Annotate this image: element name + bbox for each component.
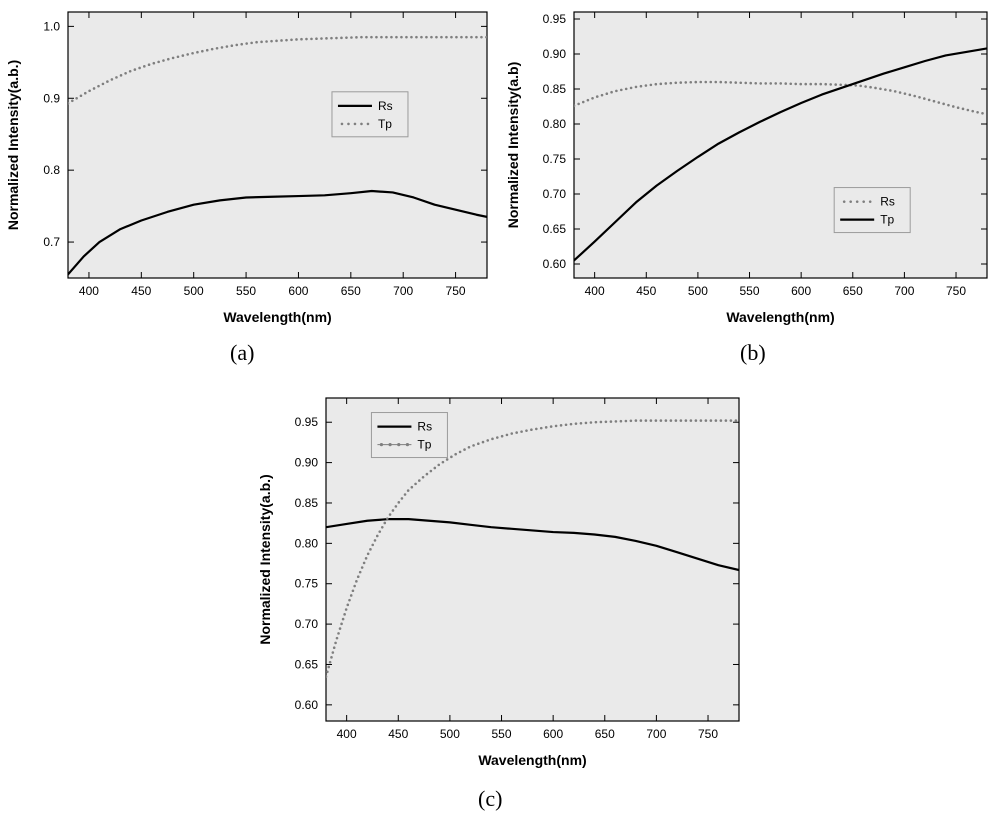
svg-text:0.85: 0.85 bbox=[295, 496, 319, 510]
svg-text:400: 400 bbox=[585, 284, 605, 298]
svg-text:600: 600 bbox=[288, 284, 308, 298]
svg-text:0.90: 0.90 bbox=[295, 456, 319, 470]
svg-text:0.8: 0.8 bbox=[43, 163, 60, 177]
svg-text:0.95: 0.95 bbox=[543, 12, 567, 26]
svg-text:0.75: 0.75 bbox=[543, 152, 567, 166]
svg-text:750: 750 bbox=[946, 284, 966, 298]
svg-text:550: 550 bbox=[492, 727, 512, 741]
svg-text:500: 500 bbox=[440, 727, 460, 741]
svg-text:600: 600 bbox=[543, 727, 563, 741]
panel-c: 400 450 500 550 600 650 700 750 0.60 0.65 0.70 0.75… bbox=[252, 386, 751, 779]
svg-text:400: 400 bbox=[337, 727, 357, 741]
svg-text:Normalized Intensity(a.b.): Normalized Intensity(a.b.) bbox=[257, 474, 273, 644]
svg-text:750: 750 bbox=[446, 284, 466, 298]
svg-text:450: 450 bbox=[636, 284, 656, 298]
svg-text:0.9: 0.9 bbox=[43, 91, 60, 105]
svg-text:700: 700 bbox=[393, 284, 413, 298]
svg-text:450: 450 bbox=[131, 284, 151, 298]
svg-text:550: 550 bbox=[740, 284, 760, 298]
svg-text:650: 650 bbox=[341, 284, 361, 298]
svg-text:Rs: Rs bbox=[880, 195, 895, 209]
svg-text:1.0: 1.0 bbox=[43, 19, 60, 33]
svg-text:0.65: 0.65 bbox=[295, 657, 319, 671]
svg-text:650: 650 bbox=[843, 284, 863, 298]
svg-text:Rs: Rs bbox=[378, 99, 393, 113]
svg-text:0.75: 0.75 bbox=[295, 577, 319, 591]
svg-text:Tp: Tp bbox=[417, 438, 431, 452]
svg-text:700: 700 bbox=[646, 727, 666, 741]
svg-text:Normalized Intensity(a.b): Normalized Intensity(a.b) bbox=[505, 62, 521, 228]
svg-text:450: 450 bbox=[388, 727, 408, 741]
subplot-label-b: (b) bbox=[740, 340, 766, 366]
svg-text:0.80: 0.80 bbox=[543, 117, 567, 131]
svg-text:650: 650 bbox=[595, 727, 615, 741]
svg-text:500: 500 bbox=[688, 284, 708, 298]
svg-text:700: 700 bbox=[894, 284, 914, 298]
svg-text:Wavelength(nm): Wavelength(nm) bbox=[223, 309, 331, 325]
svg-text:0.90: 0.90 bbox=[543, 47, 567, 61]
svg-text:0.7: 0.7 bbox=[43, 235, 60, 249]
panel-b: 400 450 500 550 600 650 700 750 0.60 0.65 0.70 0.75… bbox=[500, 0, 999, 336]
svg-text:Wavelength(nm): Wavelength(nm) bbox=[726, 309, 834, 325]
svg-text:0.65: 0.65 bbox=[543, 222, 567, 236]
svg-text:0.85: 0.85 bbox=[543, 82, 567, 96]
svg-text:600: 600 bbox=[791, 284, 811, 298]
svg-text:Tp: Tp bbox=[880, 213, 894, 227]
svg-text:Wavelength(nm): Wavelength(nm) bbox=[478, 752, 586, 768]
subplot-label-a: (a) bbox=[230, 340, 254, 366]
svg-text:Rs: Rs bbox=[417, 420, 432, 434]
svg-text:550: 550 bbox=[236, 284, 256, 298]
svg-text:Tp: Tp bbox=[378, 117, 392, 131]
svg-text:0.60: 0.60 bbox=[543, 257, 567, 271]
svg-text:500: 500 bbox=[184, 284, 204, 298]
subplot-label-c: (c) bbox=[478, 786, 502, 812]
svg-text:400: 400 bbox=[79, 284, 99, 298]
svg-text:0.60: 0.60 bbox=[295, 698, 319, 712]
svg-text:Normalized Intensity(a.b.): Normalized Intensity(a.b.) bbox=[5, 60, 21, 230]
svg-text:0.80: 0.80 bbox=[295, 536, 319, 550]
svg-text:0.95: 0.95 bbox=[295, 415, 319, 429]
svg-text:0.70: 0.70 bbox=[295, 617, 319, 631]
panel-a: 400 450 500 550 600 650 700 750 0.7 0.8 0.9 1.0 Wave… bbox=[0, 0, 499, 336]
svg-text:750: 750 bbox=[698, 727, 718, 741]
svg-text:0.70: 0.70 bbox=[543, 187, 567, 201]
